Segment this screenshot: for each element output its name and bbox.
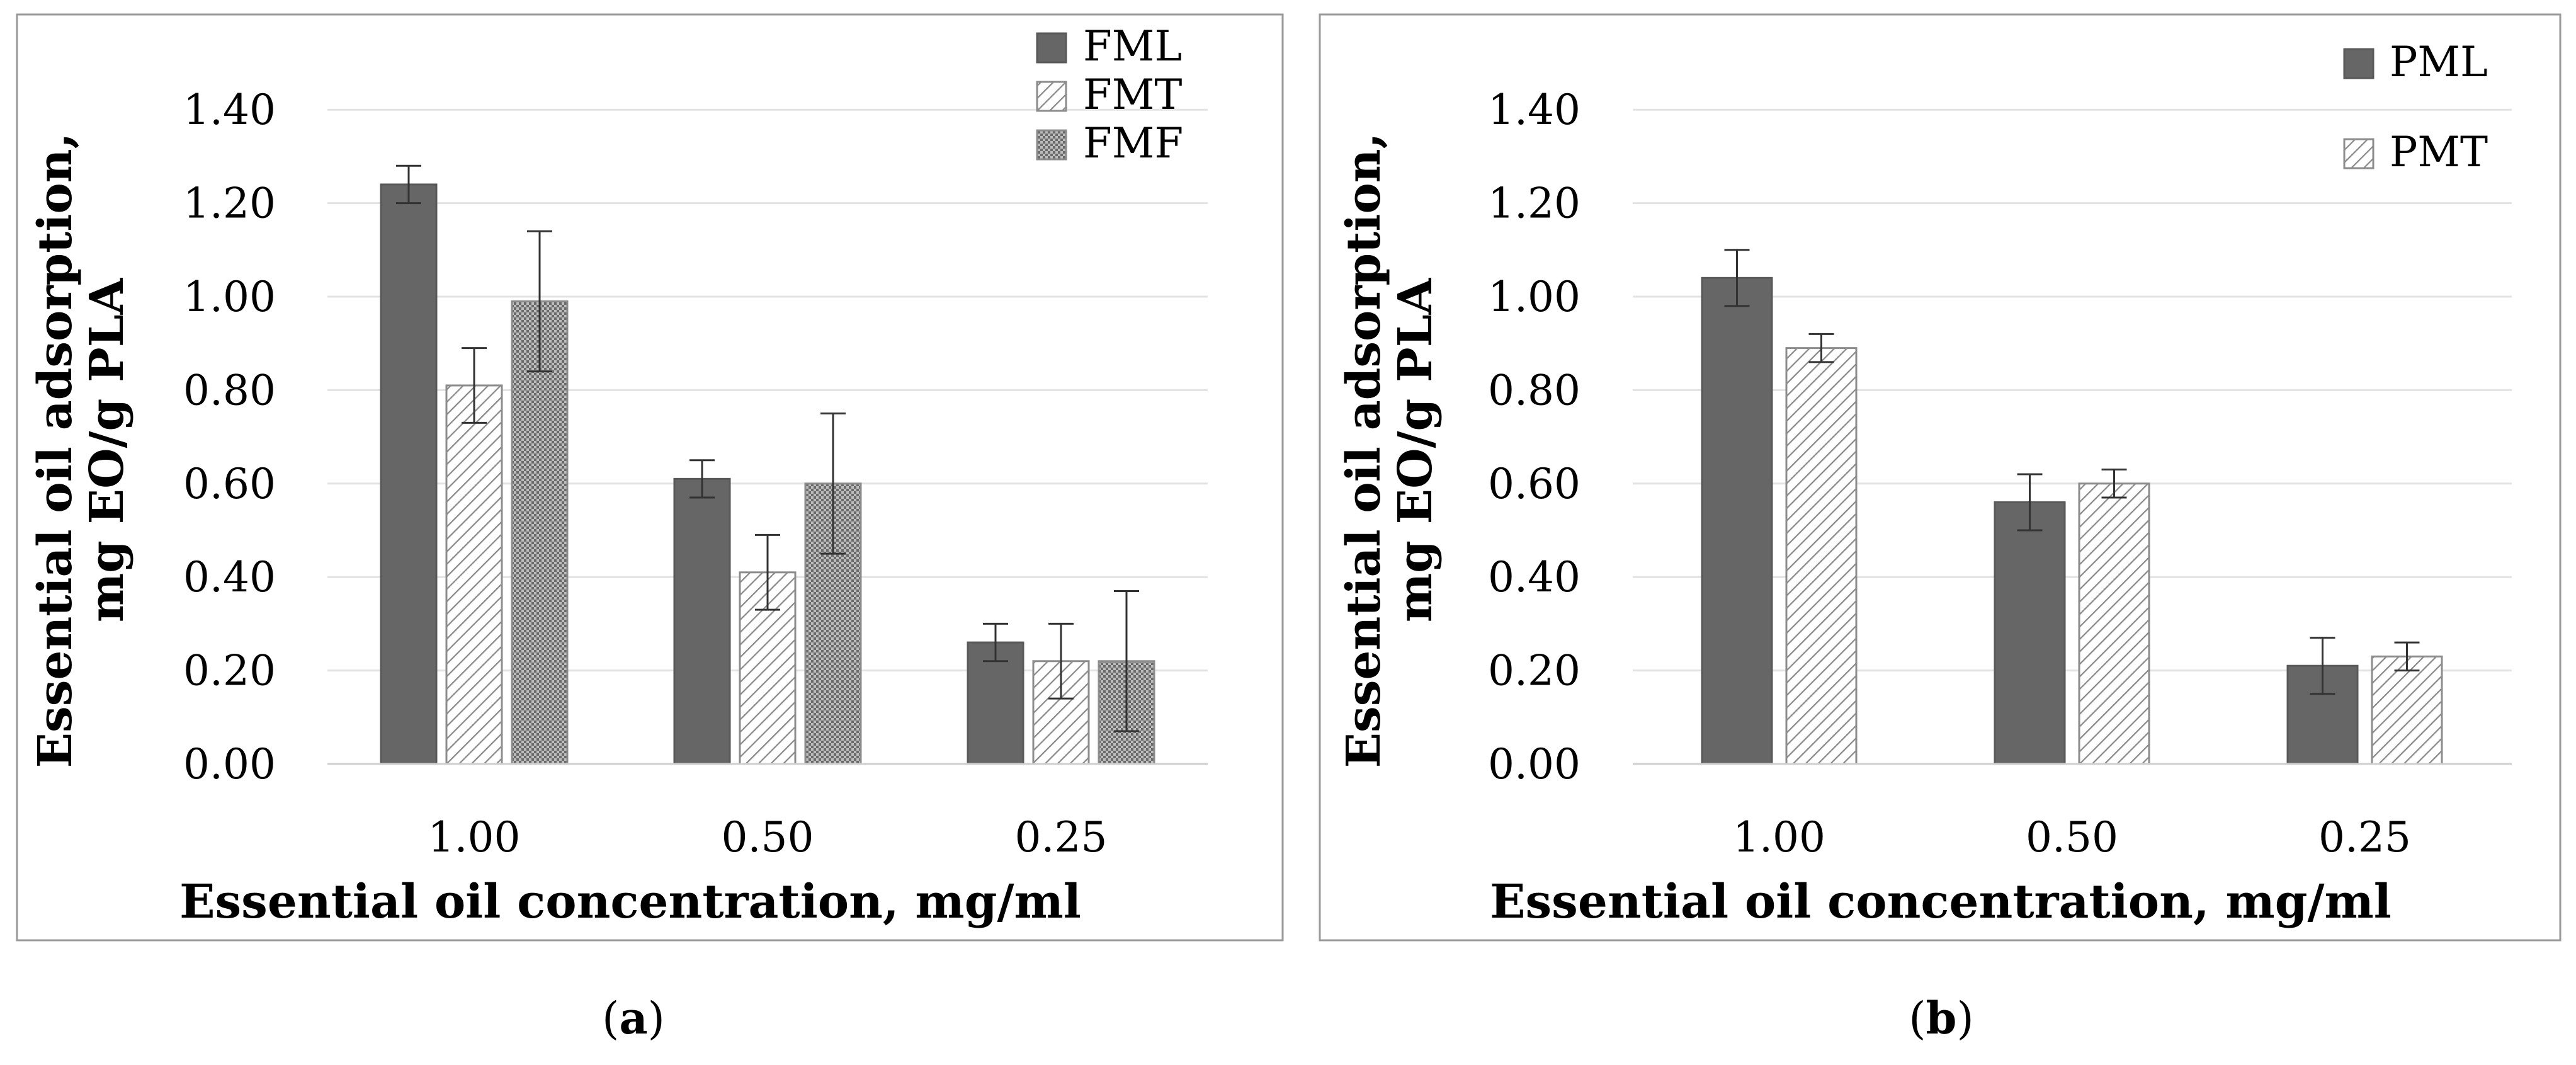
panel-label-a-open: (: [602, 993, 619, 1044]
chart-a-y-tick-label: 0.60: [183, 460, 276, 508]
chart-a-x-tick-label: 0.50: [722, 813, 814, 862]
chart-a-y-tick-label: 0.80: [183, 366, 276, 414]
chart-b-y-axis-title-line1: Essential oil adsorption,: [1337, 133, 1391, 768]
bar-fml-0.50: [674, 479, 730, 764]
panel-label-b-close: ): [1956, 993, 1973, 1044]
chart-b-bars: [1702, 250, 2442, 764]
legend-swatch-fml: [1037, 33, 1066, 62]
chart-a-y-tick-labels: 0.00 0.20 0.40 0.60 0.80 1.00 1.20 1.40: [183, 86, 276, 789]
chart-a-y-tick-label: 0.40: [183, 553, 276, 601]
panel-label-a-letter: a: [619, 992, 647, 1044]
chart-b-x-tick-labels: 1.00 0.50 0.25: [1733, 813, 2411, 862]
chart-a-x-tick-label: 0.25: [1015, 813, 1108, 862]
chart-b-x-tick-label: 1.00: [1733, 813, 1825, 862]
legend-swatch-fmf: [1037, 130, 1066, 159]
chart-b-y-tick-label: 0.60: [1488, 460, 1580, 508]
bar-pml-1.00: [1702, 278, 1772, 764]
chart-a-x-axis-title: Essential oil concentration, mg/ml: [179, 875, 1081, 929]
chart-a-bars: [381, 166, 1154, 764]
legend-label-fmt: FMT: [1083, 71, 1182, 119]
chart-b-y-axis-title: Essential oil adsorption, mg EO/g PLA: [1337, 133, 1443, 768]
chart-b-y-tick-labels: 0.00 0.20 0.40 0.60 0.80 1.00 1.20 1.40: [1488, 86, 1580, 789]
bar-pml-0.50: [1995, 502, 2065, 764]
chart-a-y-tick-label: 1.40: [183, 86, 276, 134]
bar-pmt-1.00: [1786, 348, 1856, 764]
panel-label-b-letter: b: [1926, 992, 1957, 1044]
legend-swatch-pml: [2344, 49, 2373, 78]
chart-a-y-tick-label: 1.00: [183, 273, 276, 321]
chart-a-y-tick-label: 1.20: [183, 179, 276, 228]
chart-b-x-tick-label: 0.25: [2318, 813, 2411, 862]
chart-panel-b: 0.00 0.20 0.40 0.60 0.80 1.00 1.20 1.40 1.00 0.5…: [1320, 14, 2560, 1044]
bar-fml-1.00: [381, 185, 436, 764]
figure: 0.00 0.20 0.40 0.60 0.80 1.00 1.20 1.40 1.00 0.5…: [0, 0, 2576, 1065]
bar-pmt-0.50: [2079, 484, 2149, 764]
chart-a-y-axis-title-line1: Essential oil adsorption,: [28, 133, 82, 768]
legend-swatch-pmt: [2344, 139, 2373, 168]
chart-b-y-tick-label: 1.00: [1488, 273, 1580, 321]
chart-b-y-tick-label: 1.40: [1488, 86, 1580, 134]
legend-swatch-fmt: [1037, 82, 1066, 111]
chart-b-y-axis-title-line2: mg EO/g PLA: [1388, 277, 1443, 622]
chart-b-y-tick-label: 0.40: [1488, 553, 1580, 601]
bar-pmt-0.25: [2372, 656, 2442, 764]
chart-a-x-tick-labels: 1.00 0.50 0.25: [428, 813, 1108, 862]
chart-a-x-tick-label: 1.00: [428, 813, 521, 862]
panel-label-b-open: (: [1909, 993, 1926, 1044]
chart-b-legend: PML PMT: [2344, 38, 2488, 176]
chart-a-y-tick-label: 0.20: [183, 647, 276, 695]
legend-label-fml: FML: [1083, 22, 1182, 71]
chart-b-y-tick-label: 0.20: [1488, 647, 1580, 695]
chart-b-y-tick-label: 0.80: [1488, 366, 1580, 414]
chart-panel-a: 0.00 0.20 0.40 0.60 0.80 1.00 1.20 1.40 1.00 0.5…: [17, 14, 1283, 1044]
chart-b-x-tick-label: 0.50: [2026, 813, 2118, 862]
panel-label-a-close: ): [648, 993, 665, 1044]
legend-label-pmt: PMT: [2390, 128, 2488, 176]
chart-b-y-tick-label: 1.20: [1488, 179, 1580, 228]
chart-a-y-axis-title: Essential oil adsorption, mg EO/g PLA: [28, 133, 134, 768]
legend-label-fmf: FMF: [1083, 119, 1183, 168]
chart-b-y-tick-label: 0.00: [1488, 740, 1580, 789]
chart-a-y-axis-title-line2: mg EO/g PLA: [80, 277, 134, 622]
chart-b-x-axis-title: Essential oil concentration, mg/ml: [1490, 875, 2392, 929]
bar-fmt-1.00: [446, 385, 502, 764]
panel-label-b: (b): [1909, 992, 1974, 1044]
legend-label-pml: PML: [2390, 38, 2488, 86]
panel-label-a: (a): [602, 992, 665, 1044]
chart-a-y-tick-label: 0.00: [183, 740, 276, 789]
